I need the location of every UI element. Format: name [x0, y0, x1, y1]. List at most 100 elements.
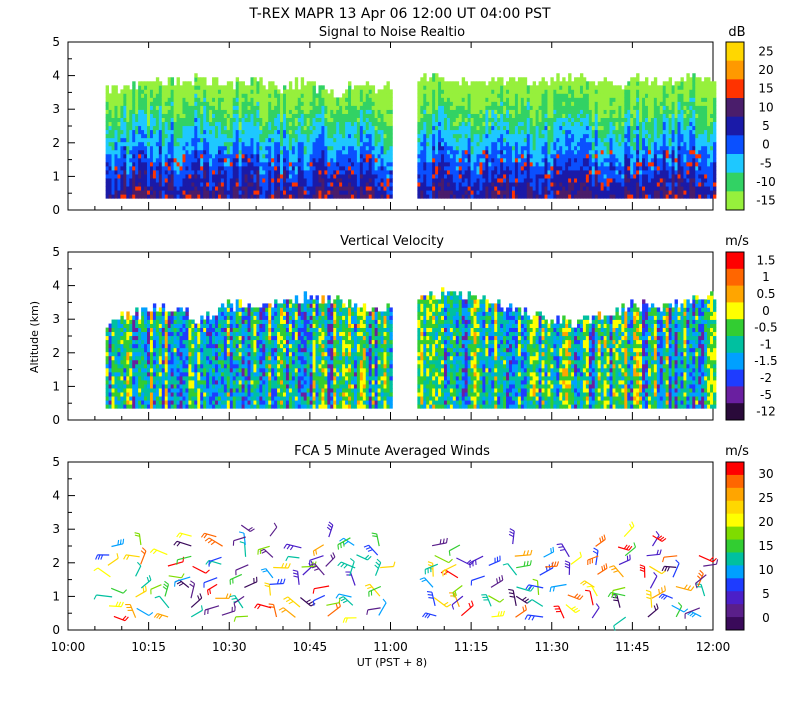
- heatmap-cell: [624, 153, 628, 159]
- heatmap-cell: [247, 153, 251, 159]
- heatmap-cell: [229, 105, 234, 110]
- heatmap-cell: [371, 178, 376, 183]
- heatmap-cell: [579, 178, 584, 183]
- heatmap-cell: [294, 178, 299, 183]
- heatmap-cell: [494, 101, 498, 106]
- heatmap-cell: [321, 133, 325, 139]
- heatmap-cell: [550, 93, 554, 98]
- heatmap-cell: [155, 129, 160, 135]
- heatmap-cell: [636, 113, 640, 118]
- heatmap-cell: [432, 165, 436, 171]
- heatmap-cell: [426, 137, 430, 143]
- heatmap-cell: [482, 165, 486, 171]
- heatmap-cell: [517, 133, 522, 139]
- heatmap-cell: [303, 157, 308, 163]
- heatmap-cell: [432, 81, 436, 86]
- heatmap-cell: [624, 105, 628, 110]
- heatmap-cell: [520, 194, 525, 199]
- heatmap-cell: [123, 153, 127, 159]
- heatmap-cell: [506, 93, 510, 98]
- heatmap-cell: [621, 149, 625, 155]
- heatmap-cell: [597, 125, 602, 131]
- heatmap-cell: [514, 186, 519, 191]
- heatmap-cell: [574, 81, 578, 86]
- heatmap-cell: [283, 157, 287, 163]
- heatmap-cell: [197, 109, 201, 114]
- heatmap-cell: [206, 194, 210, 199]
- heatmap-cell: [473, 194, 477, 199]
- heatmap-cell: [529, 117, 534, 123]
- heatmap-cell: [389, 113, 393, 118]
- heatmap-cell: [544, 129, 548, 135]
- heatmap-cell: [197, 89, 201, 94]
- heatmap-cell: [274, 165, 278, 171]
- heatmap-cell: [380, 93, 384, 98]
- heatmap-cell: [559, 101, 563, 106]
- heatmap-cell: [547, 161, 551, 167]
- heatmap-cell: [250, 105, 254, 110]
- heatmap-cell: [247, 117, 251, 123]
- heatmap-cell: [609, 121, 613, 127]
- heatmap-cell: [446, 161, 451, 167]
- heatmap-cell: [277, 113, 281, 118]
- heatmap-cell: [209, 97, 213, 102]
- heatmap-cell: [577, 101, 581, 106]
- heatmap-cell: [123, 137, 127, 143]
- heatmap-cell: [520, 85, 525, 90]
- heatmap-cell: [429, 182, 433, 187]
- heatmap-cell: [268, 157, 272, 163]
- heatmap-cell: [280, 194, 284, 199]
- heatmap-cell: [274, 85, 278, 90]
- heatmap-cell: [149, 121, 154, 127]
- heatmap-cell: [348, 121, 352, 127]
- heatmap-cell: [600, 89, 605, 94]
- heatmap-cell: [420, 133, 424, 139]
- heatmap-cell: [383, 105, 387, 110]
- heatmap-cell: [176, 145, 180, 151]
- heatmap-cell: [191, 101, 195, 106]
- heatmap-cell: [173, 190, 177, 195]
- heatmap-cell: [339, 117, 343, 123]
- heatmap-cell: [268, 85, 272, 90]
- heatmap-cell: [345, 89, 349, 94]
- heatmap-cell: [494, 117, 498, 123]
- heatmap-cell: [176, 165, 180, 171]
- heatmap-cell: [259, 113, 263, 118]
- heatmap-cell: [630, 133, 634, 139]
- heatmap-cell: [627, 145, 631, 151]
- heatmap-cell: [212, 125, 216, 131]
- heatmap-cell: [158, 93, 163, 98]
- heatmap-cell: [538, 85, 542, 90]
- heatmap-cell: [294, 113, 299, 118]
- heatmap-cell: [321, 161, 325, 167]
- heatmap-cell: [500, 137, 504, 143]
- heatmap-cell: [467, 178, 471, 183]
- heatmap-cell: [511, 97, 516, 102]
- heatmap-cell: [312, 97, 316, 102]
- heatmap-cell: [446, 121, 451, 127]
- heatmap-cell: [452, 145, 457, 151]
- heatmap-cell: [559, 178, 563, 183]
- heatmap-cell: [476, 141, 480, 147]
- heatmap-cell: [514, 121, 519, 127]
- heatmap-cell: [529, 194, 534, 199]
- heatmap-cell: [429, 89, 433, 94]
- heatmap-cell: [309, 105, 313, 110]
- heatmap-cell: [336, 178, 340, 183]
- heatmap-cell: [377, 117, 381, 123]
- heatmap-cell: [618, 121, 622, 127]
- heatmap-cell: [470, 121, 474, 127]
- heatmap-cell: [630, 170, 634, 175]
- heatmap-cell: [241, 153, 245, 159]
- heatmap-cell: [529, 125, 534, 131]
- heatmap-cell: [253, 161, 257, 167]
- heatmap-cell: [135, 117, 139, 123]
- heatmap-cell: [138, 125, 142, 131]
- heatmap-cell: [467, 165, 471, 171]
- heatmap-cell: [562, 129, 566, 135]
- heatmap-cell: [111, 182, 115, 187]
- heatmap-cell: [526, 129, 531, 135]
- heatmap-cell: [452, 97, 457, 102]
- heatmap-cell: [327, 125, 331, 131]
- heatmap-cell: [345, 165, 349, 171]
